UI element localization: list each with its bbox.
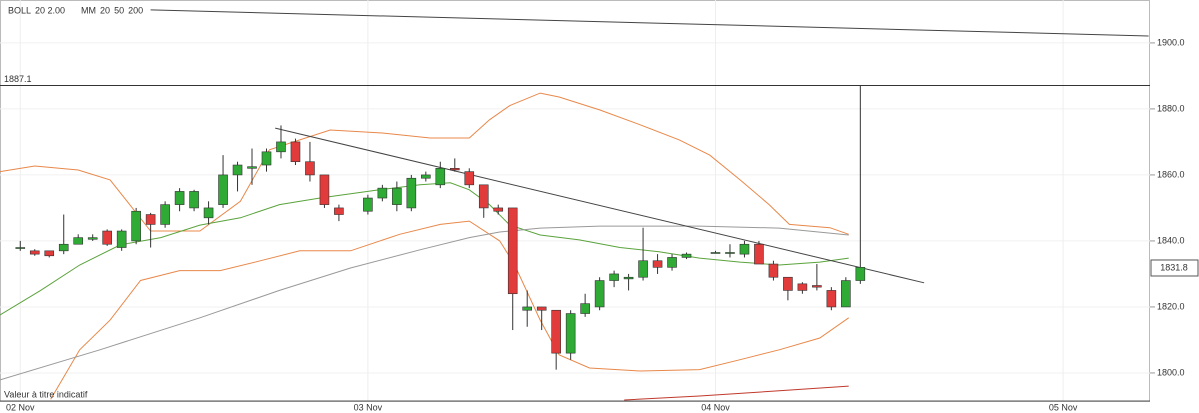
candle-body (15, 247, 26, 249)
x-tick-label: 04 Nov (701, 402, 730, 412)
candle-body (189, 191, 199, 209)
candle-body (609, 273, 619, 281)
legend-name: BOLL (8, 5, 31, 15)
candle-body (102, 230, 112, 245)
candle-body (305, 161, 315, 176)
candle-body (594, 280, 605, 308)
indicator-line (624, 385, 849, 401)
candle-body (174, 191, 185, 205)
legend-param: 50 (114, 5, 124, 15)
footnote: Valeur à titre indicatif (4, 389, 88, 399)
candle-body (580, 303, 590, 314)
candle-body (261, 151, 272, 166)
candle-body (551, 309, 561, 354)
candle-body (783, 276, 793, 291)
candle-body (812, 285, 822, 288)
candle-body (392, 187, 402, 205)
candle-body (406, 177, 417, 209)
candle-body (565, 313, 576, 354)
candle-body (131, 210, 141, 242)
candle-body (377, 187, 388, 199)
legend-param: 200 (128, 5, 143, 15)
y-tick-label: 1880.0 (1157, 103, 1185, 113)
candle-body (319, 174, 330, 205)
candle-body (435, 168, 446, 186)
candle-body (522, 306, 533, 311)
candle-body (841, 280, 851, 308)
candle-body (797, 283, 808, 291)
candle-body (681, 253, 692, 258)
candle-body (160, 204, 170, 225)
candle-body (725, 252, 735, 254)
candle-body (87, 237, 98, 240)
y-tick-label: 1840.0 (1157, 235, 1185, 245)
x-tick-label: 05 Nov (1049, 402, 1078, 412)
legend-param: 20 (100, 5, 110, 15)
candle-body (334, 207, 344, 215)
legend-param: 20 2.00 (35, 5, 65, 15)
last-price-label: 1831.8 (1160, 262, 1188, 272)
candle-body (623, 276, 634, 280)
candle-body (247, 166, 257, 169)
candle-body (58, 243, 69, 252)
candle-body (421, 174, 431, 179)
candle-body (290, 141, 301, 163)
candle-body (710, 252, 721, 254)
indicator-line (0, 92, 849, 235)
candle-body (449, 168, 460, 171)
candle-body (536, 306, 547, 311)
indicator-line (50, 220, 849, 400)
candle-body (116, 230, 127, 248)
candle-body (855, 267, 866, 281)
candle-body (667, 257, 677, 268)
candle-body (638, 260, 648, 278)
candle-body (203, 207, 214, 219)
candle-body (464, 171, 475, 186)
y-tick-label: 1820.0 (1157, 301, 1185, 311)
candle-body (276, 141, 286, 153)
candle-body (739, 243, 750, 255)
candle-body (232, 164, 243, 176)
candle-body (73, 237, 84, 245)
candle-body (493, 207, 504, 212)
legend-name: MM (81, 5, 96, 15)
candle-body (754, 243, 764, 265)
candle-body (768, 263, 779, 278)
level-label: 1887.1 (4, 74, 32, 84)
candle-body (363, 197, 373, 212)
candle-body (218, 174, 228, 205)
indicator-line (0, 225, 849, 381)
y-tick-label: 1800.0 (1157, 367, 1185, 377)
candle-body (145, 214, 156, 225)
trendline (275, 127, 925, 284)
indicator-line (0, 182, 849, 316)
y-tick-label: 1900.0 (1157, 37, 1185, 47)
candle-body (29, 250, 40, 255)
candle-body (826, 290, 837, 308)
candle-body (44, 250, 55, 257)
x-tick-label: 02 Nov (6, 402, 35, 412)
candle-body (507, 207, 518, 295)
candle-body (652, 260, 663, 268)
candle-body (478, 184, 489, 209)
x-tick-label: 03 Nov (354, 402, 383, 412)
y-tick-label: 1860.0 (1157, 169, 1185, 179)
last-price-box (1150, 259, 1199, 277)
trendline (150, 9, 1149, 37)
